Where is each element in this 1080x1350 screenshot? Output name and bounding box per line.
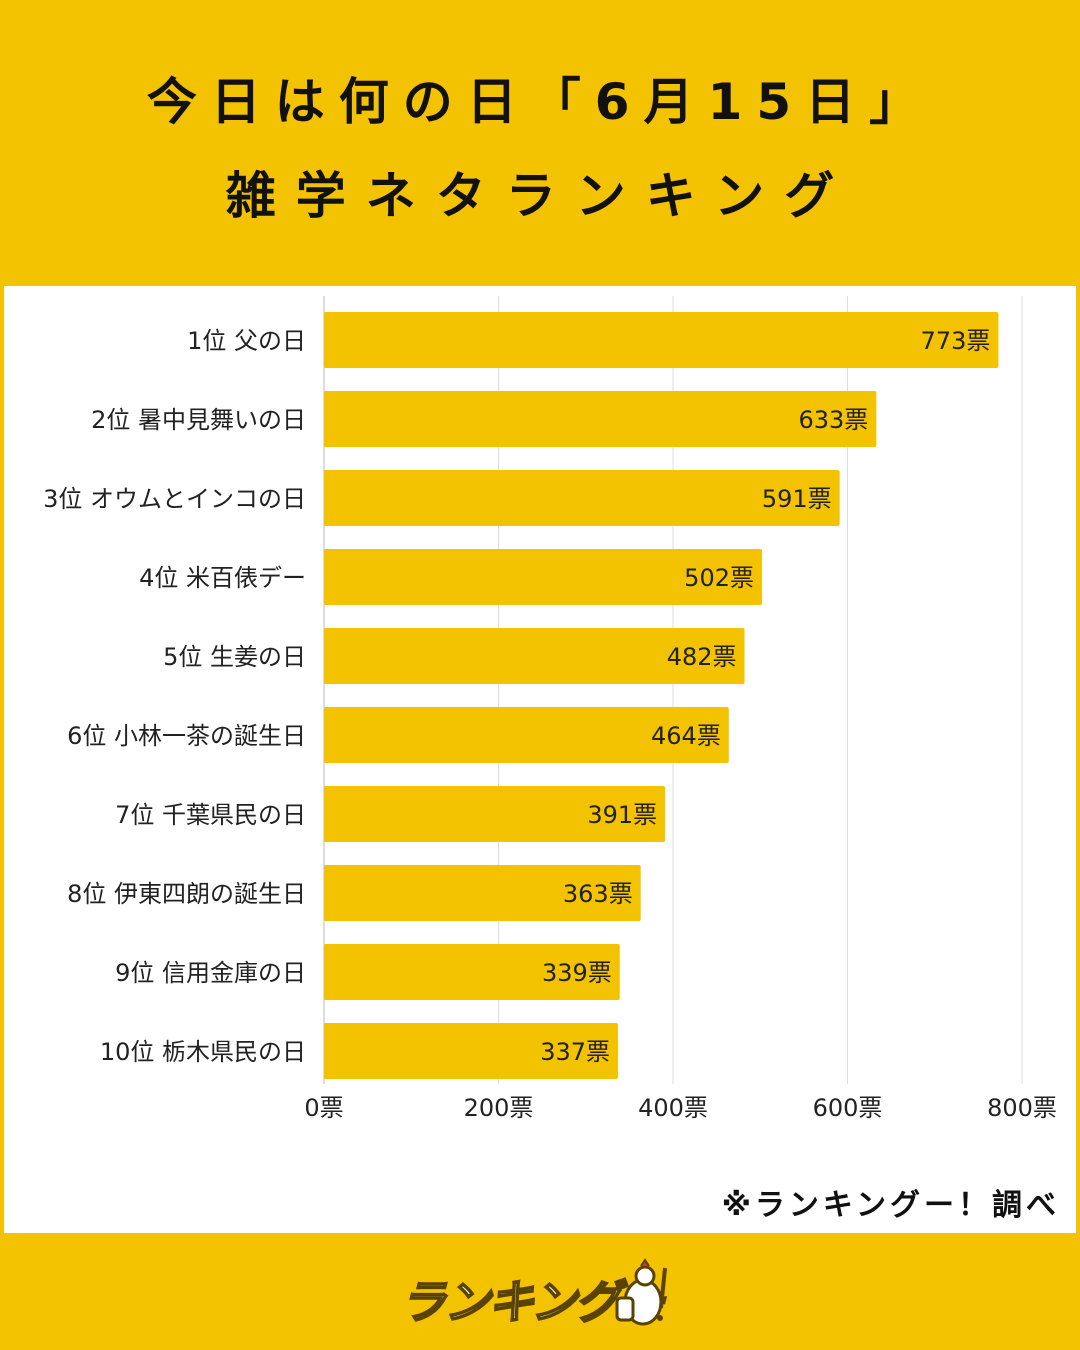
- bar: [324, 549, 762, 605]
- bar: [324, 786, 666, 842]
- bar-value-label: 482票: [667, 643, 737, 671]
- bar-value-label: 633票: [798, 406, 868, 434]
- bar: [324, 391, 877, 447]
- bar-value-label: 363票: [563, 880, 633, 908]
- category-label: 2位 暑中見舞いの日: [91, 406, 306, 434]
- bar: [324, 944, 620, 1000]
- page-title-line-2: 雑学ネタランキング: [225, 167, 855, 225]
- page-title-line-1: 今日は何の日「6月15日」: [146, 73, 934, 131]
- x-tick-label: 400票: [638, 1094, 708, 1122]
- category-label: 1位 父の日: [187, 327, 306, 355]
- bar-value-label: 773票: [921, 327, 991, 355]
- x-tick-label: 0票: [304, 1094, 343, 1122]
- bar: [324, 1023, 619, 1079]
- category-label: 7位 千葉県民の日: [115, 801, 306, 829]
- bar-value-label: 337票: [540, 1038, 610, 1066]
- header: 今日は何の日「6月15日」 雑学ネタランキング: [0, 0, 1080, 285]
- x-tick-label: 200票: [464, 1094, 534, 1122]
- chicken-thumbs-up-icon: [615, 1258, 667, 1326]
- x-tick-label: 800票: [987, 1094, 1057, 1122]
- category-label: 9位 信用金庫の日: [115, 959, 306, 987]
- ranking-goo-logo: ランキングー: [399, 1258, 680, 1330]
- category-label: 10位 栃木県民の日: [100, 1038, 306, 1066]
- bar-value-label: 464票: [651, 722, 721, 750]
- bar: [324, 865, 641, 921]
- footer: [0, 1234, 1080, 1350]
- category-label: 8位 伊東四朗の誕生日: [67, 880, 306, 908]
- category-label: 5位 生姜の日: [163, 643, 306, 671]
- category-label: 6位 小林一茶の誕生日: [67, 722, 306, 750]
- bar: [324, 707, 729, 763]
- bar-value-label: 591票: [762, 485, 832, 513]
- bar-value-label: 502票: [684, 564, 754, 592]
- bar-value-label: 391票: [587, 801, 657, 829]
- source-note: ※ランキングー！調べ: [721, 1188, 1060, 1223]
- ranking-bar-chart: 0票 200票 400票 600票 800票 773票 1位 父の日 633票 2位 暑中見舞い…: [43, 296, 1057, 1122]
- bar: [324, 312, 999, 368]
- category-label: 4位 米百俵デー: [139, 564, 306, 592]
- category-label: 3位 オウムとインコの日: [43, 485, 306, 513]
- bar-value-label: 339票: [542, 959, 612, 987]
- bar: [324, 470, 840, 526]
- chart-panel: 0票 200票 400票 600票 800票 773票 1位 父の日 633票 2位 暑中見舞い…: [4, 286, 1076, 1233]
- x-tick-label: 600票: [813, 1094, 883, 1122]
- bar: [324, 628, 745, 684]
